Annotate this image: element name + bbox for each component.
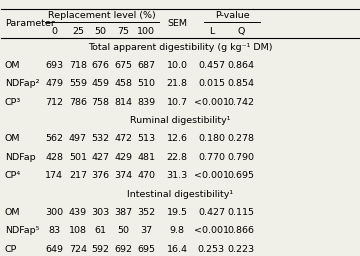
- Text: Parameter: Parameter: [5, 19, 55, 28]
- Text: SEM: SEM: [167, 19, 187, 28]
- Text: 428: 428: [45, 153, 63, 162]
- Text: NDFap: NDFap: [5, 153, 36, 162]
- Text: 75: 75: [118, 27, 130, 36]
- Text: 0.180: 0.180: [198, 134, 225, 143]
- Text: 0.223: 0.223: [227, 245, 254, 254]
- Text: 0.770: 0.770: [198, 153, 225, 162]
- Text: CP⁴: CP⁴: [5, 171, 21, 180]
- Text: 0.253: 0.253: [198, 245, 225, 254]
- Text: 501: 501: [69, 153, 87, 162]
- Text: 675: 675: [114, 61, 132, 70]
- Text: 712: 712: [45, 98, 63, 107]
- Text: L: L: [209, 27, 214, 36]
- Text: 839: 839: [138, 98, 156, 107]
- Text: 374: 374: [114, 171, 132, 180]
- Text: 0.427: 0.427: [198, 208, 225, 217]
- Text: Q: Q: [237, 27, 244, 36]
- Text: 25: 25: [72, 27, 84, 36]
- Text: 387: 387: [114, 208, 132, 217]
- Text: Intestinal digestibility¹: Intestinal digestibility¹: [127, 190, 233, 199]
- Text: CP³: CP³: [5, 98, 21, 107]
- Text: 22.8: 22.8: [167, 153, 188, 162]
- Text: 16.4: 16.4: [167, 245, 188, 254]
- Text: 217: 217: [69, 171, 87, 180]
- Text: 0.866: 0.866: [227, 226, 254, 235]
- Text: 100: 100: [138, 27, 156, 36]
- Text: Ruminal digestibility¹: Ruminal digestibility¹: [130, 116, 230, 125]
- Text: NDFap⁵: NDFap⁵: [5, 226, 39, 235]
- Text: 0: 0: [51, 27, 57, 36]
- Text: 687: 687: [138, 61, 156, 70]
- Text: 562: 562: [45, 134, 63, 143]
- Text: 352: 352: [138, 208, 156, 217]
- Text: 0.457: 0.457: [198, 61, 225, 70]
- Text: 479: 479: [45, 79, 63, 88]
- Text: 692: 692: [114, 245, 132, 254]
- Text: 31.3: 31.3: [167, 171, 188, 180]
- Text: CP: CP: [5, 245, 17, 254]
- Text: 0.015: 0.015: [198, 79, 225, 88]
- Text: <0.001: <0.001: [194, 171, 229, 180]
- Text: 481: 481: [138, 153, 156, 162]
- Text: 37: 37: [140, 226, 153, 235]
- Text: 12.6: 12.6: [167, 134, 188, 143]
- Text: P-value: P-value: [215, 12, 249, 20]
- Text: <0.001: <0.001: [194, 98, 229, 107]
- Text: 0.790: 0.790: [227, 153, 254, 162]
- Text: 718: 718: [69, 61, 87, 70]
- Text: 9.8: 9.8: [170, 226, 185, 235]
- Text: 0.742: 0.742: [227, 98, 254, 107]
- Text: 649: 649: [45, 245, 63, 254]
- Text: 21.8: 21.8: [167, 79, 188, 88]
- Text: 174: 174: [45, 171, 63, 180]
- Text: 758: 758: [92, 98, 110, 107]
- Text: 0.695: 0.695: [227, 171, 254, 180]
- Text: 427: 427: [92, 153, 110, 162]
- Text: 50: 50: [95, 27, 107, 36]
- Text: 470: 470: [138, 171, 156, 180]
- Text: 0.854: 0.854: [227, 79, 254, 88]
- Text: 786: 786: [69, 98, 87, 107]
- Text: 108: 108: [69, 226, 87, 235]
- Text: 376: 376: [92, 171, 110, 180]
- Text: 724: 724: [69, 245, 87, 254]
- Text: 592: 592: [92, 245, 110, 254]
- Text: 693: 693: [45, 61, 63, 70]
- Text: OM: OM: [5, 61, 21, 70]
- Text: NDFap²: NDFap²: [5, 79, 40, 88]
- Text: 19.5: 19.5: [167, 208, 188, 217]
- Text: 510: 510: [138, 79, 156, 88]
- Text: OM: OM: [5, 208, 21, 217]
- Text: 559: 559: [69, 79, 87, 88]
- Text: Total apparent digestibility (g kg⁻¹ DM): Total apparent digestibility (g kg⁻¹ DM): [88, 42, 272, 52]
- Text: 513: 513: [138, 134, 156, 143]
- Text: 300: 300: [45, 208, 63, 217]
- Text: 10.7: 10.7: [167, 98, 188, 107]
- Text: 439: 439: [69, 208, 87, 217]
- Text: 532: 532: [92, 134, 110, 143]
- Text: 61: 61: [95, 226, 107, 235]
- Text: 472: 472: [114, 134, 132, 143]
- Text: <0.001: <0.001: [194, 226, 229, 235]
- Text: 497: 497: [69, 134, 87, 143]
- Text: 429: 429: [114, 153, 132, 162]
- Text: 695: 695: [138, 245, 156, 254]
- Text: 0.864: 0.864: [227, 61, 254, 70]
- Text: 0.278: 0.278: [227, 134, 254, 143]
- Text: 50: 50: [118, 226, 130, 235]
- Text: Replacement level (%): Replacement level (%): [48, 12, 156, 20]
- Text: OM: OM: [5, 134, 21, 143]
- Text: 458: 458: [114, 79, 132, 88]
- Text: 0.115: 0.115: [227, 208, 254, 217]
- Text: 303: 303: [91, 208, 110, 217]
- Text: 83: 83: [48, 226, 60, 235]
- Text: 676: 676: [92, 61, 110, 70]
- Text: 459: 459: [92, 79, 110, 88]
- Text: 10.0: 10.0: [167, 61, 188, 70]
- Text: 814: 814: [114, 98, 132, 107]
